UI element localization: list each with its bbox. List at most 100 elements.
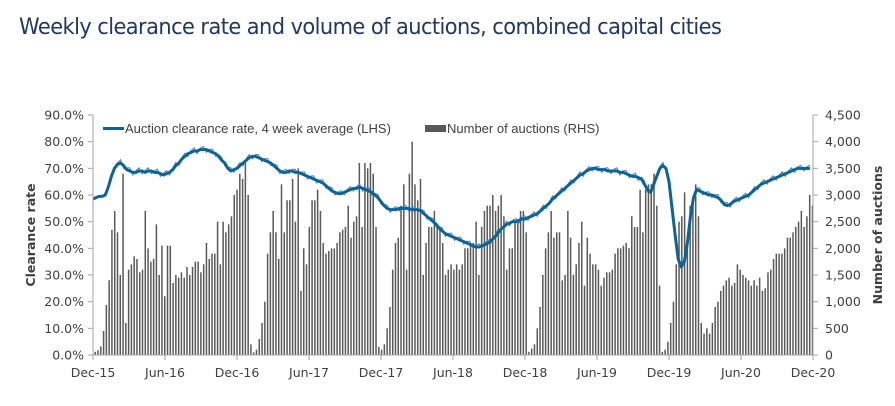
auction-bar: [625, 243, 627, 355]
auction-bar: [642, 232, 644, 355]
x-tick-label: Jun-17: [288, 365, 329, 380]
auction-bar: [314, 200, 316, 355]
auction-bar: [344, 227, 347, 355]
right-tick-label: 2,000: [825, 241, 861, 256]
left-tick-label: 60.0%: [44, 188, 84, 203]
auction-bar: [316, 189, 319, 355]
auction-bar: [369, 163, 372, 355]
auction-bar: [302, 248, 305, 355]
auction-bar: [227, 224, 230, 355]
auction-bar: [597, 269, 600, 355]
auction-bar: [216, 221, 219, 355]
auction-bar: [664, 349, 666, 355]
auction-bar: [555, 232, 558, 355]
auction-bar: [364, 163, 366, 355]
auction-bar: [386, 328, 388, 355]
right-tick-label: 3,000: [825, 188, 861, 203]
auction-bar: [550, 211, 552, 355]
auction-bar: [152, 259, 155, 355]
auction-bar: [322, 243, 324, 355]
auction-bar: [336, 243, 338, 355]
auction-bar: [197, 261, 199, 355]
auction-bar: [97, 350, 99, 355]
legend-label-clearance-rate: Auction clearance rate, 4 week average (…: [125, 121, 391, 136]
x-tick-label: Jun-19: [576, 365, 617, 380]
auction-bar: [339, 232, 341, 355]
auction-bar: [355, 216, 358, 355]
auction-bar: [266, 253, 269, 355]
auction-bar: [494, 211, 497, 355]
auction-bar: [750, 285, 753, 355]
auction-bar: [533, 344, 536, 355]
legend-label-auctions: Number of auctions (RHS): [447, 121, 599, 136]
auction-bar: [328, 251, 330, 355]
auction-bar: [186, 267, 188, 355]
auction-bar: [272, 211, 274, 355]
left-tick-label: 70.0%: [44, 161, 84, 176]
auction-bar: [795, 227, 797, 355]
auction-bar: [472, 243, 475, 355]
auction-bar: [764, 288, 766, 355]
auction-bar: [200, 272, 202, 355]
auction-bar: [155, 224, 158, 355]
auction-bar: [169, 245, 172, 355]
auction-bar: [358, 163, 361, 355]
auction-bar: [136, 259, 138, 355]
auction-bar: [683, 192, 686, 355]
left-tick-label: 0.0%: [52, 348, 84, 363]
auction-bar: [164, 296, 166, 355]
auction-bar: [469, 243, 472, 355]
auction-bar: [781, 253, 783, 355]
auction-bar: [631, 216, 633, 355]
auction-bar: [214, 253, 216, 355]
auction-bar: [483, 211, 486, 355]
auction-bar: [497, 205, 500, 355]
auction-bar: [756, 285, 758, 355]
auction-bar: [247, 195, 249, 355]
auction-bar: [458, 269, 461, 355]
auction-bar: [667, 341, 669, 355]
auction-bar: [792, 232, 794, 355]
auction-bar: [558, 232, 561, 355]
auction-bar: [391, 269, 394, 355]
auction-bar: [650, 184, 652, 355]
auction-bar: [225, 232, 227, 355]
auction-bar: [119, 275, 122, 355]
auction-bar: [711, 323, 714, 355]
auction-bar: [236, 189, 238, 355]
auction-bar: [719, 291, 722, 355]
auction-bar: [122, 173, 124, 355]
auction-bar: [444, 275, 447, 355]
auction-bar: [372, 173, 374, 355]
auction-bar: [286, 200, 288, 355]
left-tick-label: 90.0%: [44, 108, 84, 123]
legend-bar-swatch: [425, 125, 446, 132]
auction-bar: [617, 248, 619, 355]
auction-bar: [808, 195, 811, 355]
auction-bar: [636, 227, 639, 355]
auction-bar: [133, 256, 135, 355]
auction-bar: [183, 277, 185, 355]
auction-bar: [633, 227, 636, 355]
x-tick-label: Jun-18: [432, 365, 473, 380]
auction-bar: [252, 352, 255, 355]
auction-bar: [745, 277, 747, 355]
auction-bar: [255, 349, 258, 355]
auction-bar: [433, 211, 436, 355]
auction-bar: [177, 277, 180, 355]
auction-bar: [333, 248, 336, 355]
auction-bar: [397, 237, 400, 355]
auction-bar: [500, 195, 502, 355]
auction-bar: [647, 184, 650, 355]
auction-bar: [806, 216, 808, 355]
auction-bar: [700, 323, 703, 355]
auction-bar: [539, 307, 541, 355]
auction-bar: [428, 227, 430, 355]
auction-bar: [422, 275, 425, 355]
auction-bar: [778, 253, 780, 355]
auction-bar: [383, 344, 386, 355]
auction-bar: [425, 243, 427, 355]
right-tick-label: 1,500: [825, 268, 861, 283]
auction-bar: [586, 237, 589, 355]
auction-bar: [592, 264, 594, 355]
